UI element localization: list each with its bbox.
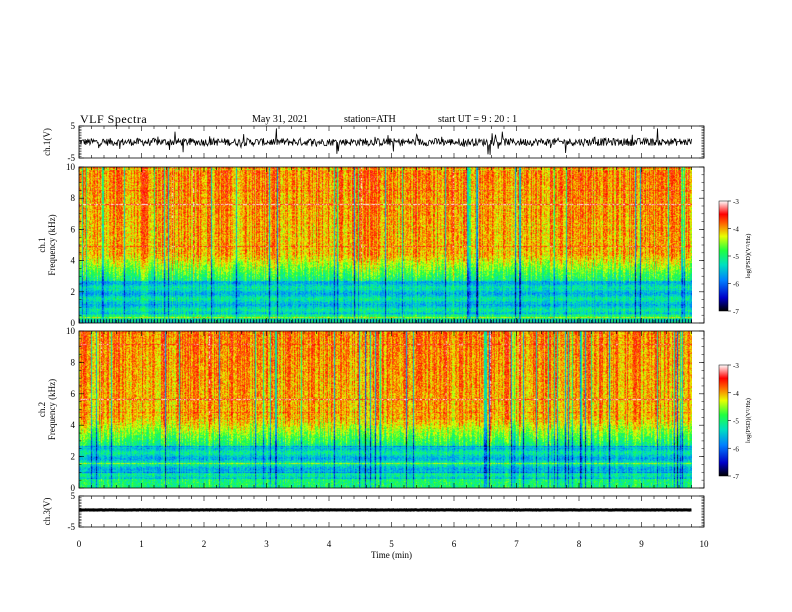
- date-label: May 31, 2021: [252, 114, 308, 125]
- xtick-8: 8: [577, 539, 582, 549]
- ch2-spectrogram-colorbar-tick-1: -4: [733, 390, 739, 398]
- ch1-spectrogram-colorbar-tick-2: -5: [733, 253, 739, 261]
- ch2-spectrogram-colorbar-label: log(PSD)(V²/Hz): [745, 398, 752, 443]
- ch1-waveform-panel: [78, 128, 692, 155]
- ch1-spectrogram-image: [79, 167, 692, 323]
- ch1-waveform-trace: [78, 128, 692, 155]
- xtick-0: 0: [77, 539, 82, 549]
- xtick-3: 3: [264, 539, 269, 549]
- xtick-2: 2: [202, 539, 207, 549]
- xtick-9: 9: [639, 539, 644, 549]
- xtick-6: 6: [452, 539, 457, 549]
- ch1-spectrogram-ytick-2: 4: [71, 256, 76, 266]
- ch1-waveform-ytick-0: 5: [71, 121, 76, 131]
- ch1-spectrogram-ytick-1: 2: [71, 287, 76, 297]
- ch2-spectrogram-colorbar-tick-4: -7: [733, 473, 739, 481]
- xtick-5: 5: [389, 539, 394, 549]
- ch2-spectrogram-ytick-5: 10: [66, 326, 76, 336]
- ch2-spectrogram-colorbar-tick-2: -5: [733, 418, 739, 426]
- ch1-spectrogram-colorbar-label: log(PSD)(V²/Hz): [745, 234, 752, 279]
- ch3-waveform-ylabel-0: ch.3(V): [42, 498, 52, 526]
- ch2-spectrogram-colorbar-tick-3: -6: [733, 445, 739, 453]
- xtick-7: 7: [514, 539, 519, 549]
- ch3-waveform-ytick-1: -5: [68, 522, 76, 532]
- ch1-spectrogram-ylabel-0: ch.1: [37, 237, 47, 252]
- xaxis-label: Time (min): [371, 550, 412, 560]
- ch1-waveform-ylabel-0: ch.1(V): [42, 128, 52, 156]
- ch2-spectrogram-ylabel-0: ch.2: [37, 402, 47, 417]
- ch2-spectrogram-ytick-2: 4: [71, 420, 76, 430]
- ch2-spectrogram-ylabel-1: Frequency (kHz): [47, 379, 57, 440]
- ch2-spectrogram-image: [79, 331, 692, 488]
- ch3-waveform-ytick-0: 5: [71, 491, 76, 501]
- ch1-spectrogram-ylabel-1: Frequency (kHz): [47, 214, 57, 275]
- ch1-spectrogram-colorbar-tick-3: -6: [733, 281, 739, 289]
- ch2-spectrogram-ytick-4: 8: [71, 357, 76, 367]
- xtick-4: 4: [327, 539, 332, 549]
- xtick-10: 10: [700, 539, 710, 549]
- ch1-waveform-ytick-1: -5: [68, 153, 76, 163]
- figure-title: VLF Spectra: [80, 112, 148, 126]
- ch1-spectrogram-ytick-3: 6: [71, 224, 76, 234]
- ch1-spectrogram-colorbar-tick-4: -7: [733, 308, 739, 316]
- ch1-spectrogram-ytick-4: 8: [71, 193, 76, 203]
- ch1-spectrogram-ytick-5: 10: [66, 162, 76, 172]
- ch2-spectrogram-ytick-1: 2: [71, 452, 76, 462]
- ch2-spectrogram-colorbar-tick-0: -3: [733, 362, 739, 370]
- station-label: station=ATH: [344, 114, 396, 125]
- ch1-spectrogram-panel: [79, 167, 692, 323]
- xtick-1: 1: [139, 539, 144, 549]
- ch1-spectrogram-colorbar-tick-1: -4: [733, 226, 739, 234]
- ch2-spectrogram-ytick-3: 6: [71, 389, 76, 399]
- ch2-spectrogram-ytick-0: 0: [71, 483, 76, 493]
- ch2-spectrogram-panel: [79, 331, 692, 488]
- start-time-label: start UT = 9 : 20 : 1: [438, 114, 518, 125]
- ch1-spectrogram-colorbar-tick-0: -3: [733, 198, 739, 206]
- ch1-spectrogram-ytick-0: 0: [71, 318, 76, 328]
- ch2-spectrogram-colorbar: [718, 364, 729, 477]
- ch1-spectrogram-colorbar: [718, 200, 729, 312]
